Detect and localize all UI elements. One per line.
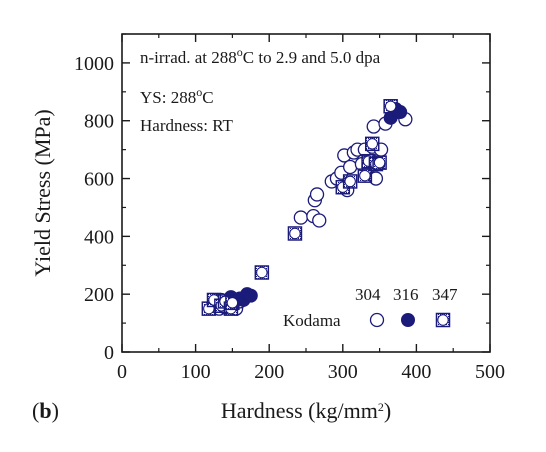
data-point-347 (342, 174, 358, 189)
data-point-347 (372, 155, 387, 170)
legend-marker-304 (369, 312, 385, 328)
x-axis-title: Hardness (kg/mm2) (221, 398, 391, 423)
data-point-347 (225, 295, 240, 311)
legend-marker-347 (435, 312, 451, 328)
y-axis-title: Yield Stress (MPa) (30, 109, 55, 276)
data-point-304 (312, 213, 327, 228)
x-tick-label: 400 (401, 361, 431, 383)
legend-entry-304-label: 304 (355, 285, 381, 304)
y-axis-ticks: 0 200 400 600 800 1000 (74, 33, 490, 364)
x-axis-ticks: 0 100 200 300 400 500 (117, 34, 505, 383)
y-tick-label: 1000 (74, 53, 114, 75)
x-tick-label: 0 (117, 361, 127, 383)
x-tick-label: 100 (181, 361, 211, 383)
data-point-304 (293, 210, 308, 225)
y-tick-label: 200 (84, 284, 114, 306)
data-point-347 (254, 265, 270, 280)
y-tick-label: 0 (104, 342, 114, 364)
data-points (201, 99, 413, 316)
data-point-347 (383, 99, 398, 114)
legend-markers (369, 312, 451, 328)
legend-entry-347-label: 347 (432, 285, 458, 304)
data-point-316 (243, 288, 258, 303)
data-point-304 (309, 187, 325, 202)
annotation-conditions: n-irrad. at 288oC to 2.9 and 5.0 dpa (140, 45, 381, 67)
y-tick-label: 400 (84, 226, 114, 248)
legend: 304 316 347 Kodama (283, 285, 458, 330)
legend-entry-316-label: 316 (393, 285, 419, 304)
annotation-ys: YS: 288oC (140, 85, 214, 107)
plot-frame (121, 33, 491, 353)
x-tick-label: 200 (254, 361, 284, 383)
x-tick-label: 300 (328, 361, 358, 383)
data-point-304 (343, 159, 358, 175)
data-point-304 (366, 119, 381, 134)
y-tick-label: 800 (84, 111, 114, 133)
panel-label: (b) (32, 398, 59, 423)
data-point-347 (287, 226, 303, 241)
legend-marker-316 (401, 313, 415, 327)
x-tick-label: 500 (475, 361, 505, 383)
annotation-hardness: Hardness: RT (140, 116, 234, 135)
y-tick-label: 600 (84, 169, 114, 191)
data-point-347 (364, 136, 380, 152)
data-point-347 (357, 168, 373, 183)
legend-group-label: Kodama (283, 311, 341, 330)
